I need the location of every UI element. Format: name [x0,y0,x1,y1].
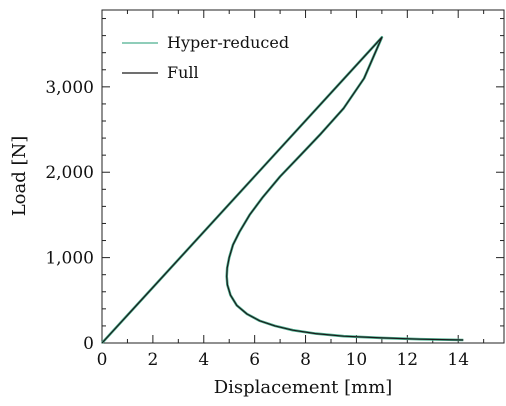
y-tick-label: 3,000 [45,78,94,98]
x-tick-label: 6 [249,350,260,370]
x-axis-label: Displacement [mm] [214,377,393,398]
plot-frame [101,9,505,344]
y-axis-label: Load [N] [9,136,30,217]
y-tick-label: 0 [83,334,94,354]
legend-label-full: Full [167,63,199,82]
x-tick-label: 0 [97,350,108,370]
x-tick-label: 4 [198,350,209,370]
y-tick-label: 1,000 [45,249,94,269]
legend-label-hyper-reduced: Hyper-reduced [167,33,289,52]
x-tick-label: 8 [300,350,311,370]
x-tick-label: 10 [346,350,368,370]
x-tick-label: 12 [396,350,418,370]
series-layer [101,35,464,344]
x-tick-label: 14 [447,350,469,370]
x-axis-ticks: 0 2 4 6 8 10 12 14 [97,10,485,370]
series-line-full [101,36,464,344]
y-tick-label: 2,000 [45,163,94,183]
legend: Hyper-reduced Full [122,33,289,82]
series-line-hyper-reduced [101,35,464,344]
y-axis-ticks: 0 1,000 2,000 3,000 [45,18,504,354]
x-tick-label: 2 [147,350,158,370]
